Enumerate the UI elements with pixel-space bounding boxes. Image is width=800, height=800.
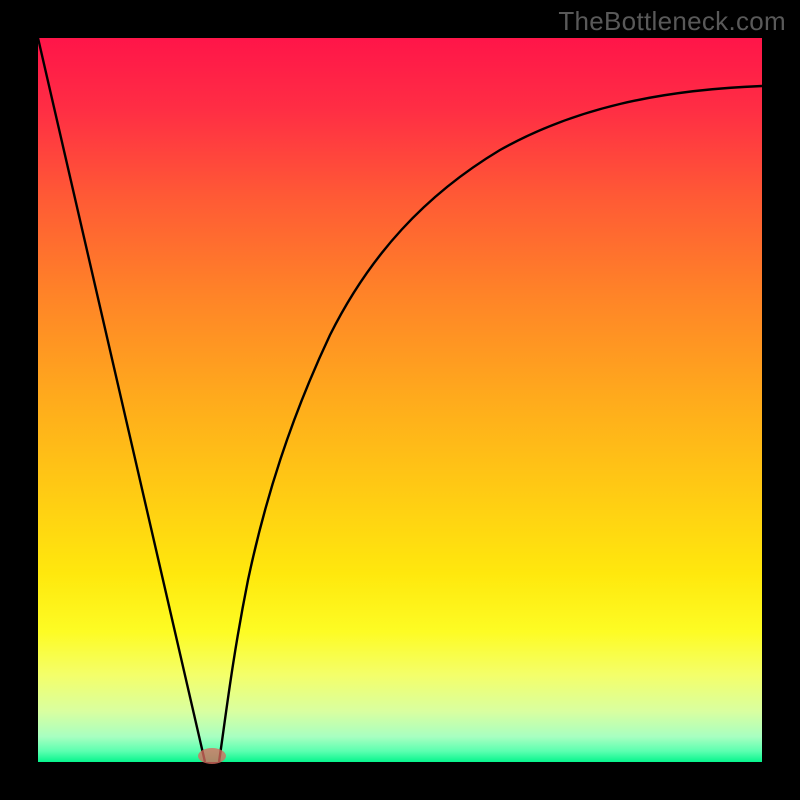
bottleneck-chart (0, 0, 800, 800)
chart-container: TheBottleneck.com (0, 0, 800, 800)
plot-background (38, 38, 762, 762)
minimum-marker (198, 748, 226, 764)
watermark-text: TheBottleneck.com (558, 6, 786, 37)
